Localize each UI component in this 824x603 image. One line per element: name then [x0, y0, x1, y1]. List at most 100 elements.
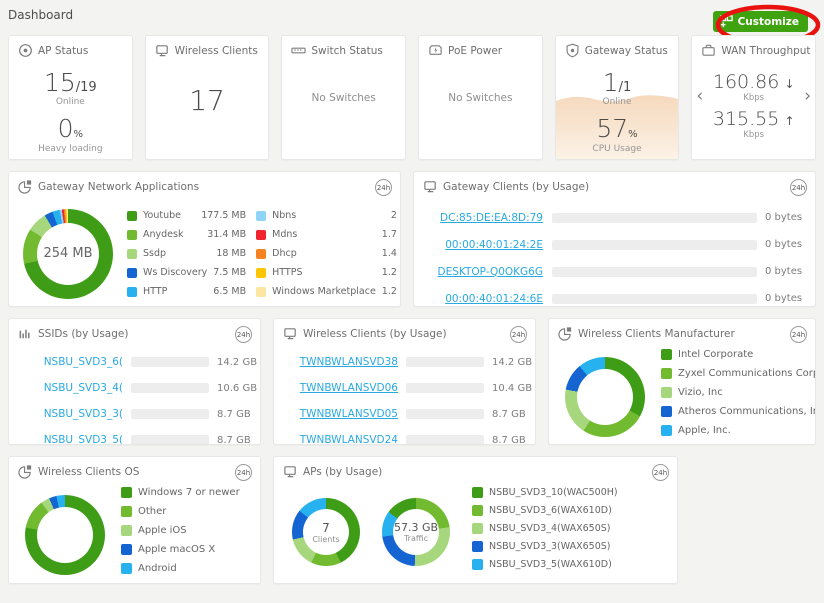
usage-value: 8.7 GB — [217, 408, 251, 420]
legend-item: Dhcp 1.4 MB — [256, 244, 400, 263]
ssid-link[interactable]: NSBU_SVD3_3( — [43, 408, 123, 420]
usage-value: 14.2 GB — [492, 356, 533, 368]
wireless-clients-manufacturer-card: Wireless Clients Manufacturer 24h Intel … — [548, 318, 816, 445]
ap-status-icon — [19, 44, 32, 57]
top-bar: Dashboard Customize — [8, 4, 821, 46]
poe-power-icon — [429, 45, 442, 55]
wireless-client-row: TWNBWLANSVD05 8.7 GB — [274, 401, 535, 427]
upload-arrow-icon: ↑ — [784, 113, 795, 128]
cpu-usage-wave — [555, 95, 679, 159]
aps-clients-label: Clients — [312, 534, 340, 544]
gateway-apps-legend: Youtube 177.5 MB Anydesk 31.4 MB Ssdp — [127, 206, 400, 301]
wireless-client-link[interactable]: TWNBWLANSVD05 — [299, 408, 398, 420]
wireless-client-link[interactable]: TWNBWLANSVD06 — [299, 382, 398, 394]
aps-traffic-donut-chart: 57.3 GB Traffic — [382, 498, 450, 566]
ssid-usage-row: NSBU_SVD3_3( 8.7 GB — [9, 401, 260, 427]
customize-button[interactable]: Customize — [712, 11, 808, 32]
client-link[interactable]: DESKTOP-Q0OKG6G — [437, 265, 543, 278]
wireless-clients-icon — [155, 45, 168, 57]
wireless-client-link[interactable]: TWNBWLANSVD24 — [299, 434, 398, 445]
legend-color-swatch — [121, 563, 132, 574]
row-2: Gateway Network Applications 24h 254 MB … — [8, 171, 816, 307]
aps-clients-count: 7 — [322, 520, 330, 535]
legend-item: Anydesk 31.4 MB — [127, 225, 246, 244]
ssid-link[interactable]: NSBU_SVD3_6( — [43, 356, 123, 368]
usage-value: 10.6 GB — [217, 382, 258, 394]
legend-item: NSBU_SVD3_4(WAX650S) — [472, 523, 618, 534]
usage-value: 10.4 GB — [492, 382, 533, 394]
usage-value: 8.7 GB — [492, 408, 526, 420]
wan-prev-chevron[interactable]: ‹ — [696, 85, 704, 106]
legend-color-swatch — [661, 425, 672, 436]
legend-app-value: 7.5 MB — [213, 267, 247, 278]
ssid-link[interactable]: NSBU_SVD3_4( — [43, 382, 123, 394]
legend-color-swatch — [127, 286, 137, 297]
legend-item: NSBU_SVD3_3(WAX650S) — [472, 541, 618, 552]
aps-traffic-label: Traffic — [403, 534, 429, 543]
gateway-apps-title: Gateway Network Applications — [38, 180, 200, 193]
customize-button-label: Customize — [737, 15, 799, 28]
os-donut-chart — [25, 494, 105, 575]
usage-bar-track — [552, 266, 757, 277]
legend-color-swatch — [472, 559, 483, 570]
usage-value: 0 bytes — [765, 293, 803, 304]
legend-os-name: Android — [138, 563, 177, 574]
wan-download-value: 160.86 — [712, 71, 780, 93]
usage-bar-track — [552, 293, 757, 304]
ap-online-count: 15 — [43, 68, 76, 97]
legend-os-name: Apple iOS — [138, 525, 187, 536]
customize-widgets-icon — [719, 15, 733, 28]
page-title: Dashboard — [8, 8, 74, 22]
aps-clients-donut-chart: 7 Clients — [292, 498, 360, 566]
pie-chart-icon — [18, 465, 32, 479]
legend-item: HTTP 6.5 MB — [127, 282, 246, 301]
client-link[interactable]: 00:00:40:01:24:6E — [445, 292, 543, 305]
wan-throughput-title: WAN Throughput — [721, 44, 811, 57]
client-link[interactable]: DC:85:DE:EA:8D:79 — [440, 211, 543, 224]
wireless-client-row: TWNBWLANSVD06 10.4 GB — [274, 375, 535, 401]
legend-app-name: HTTPS — [272, 267, 303, 278]
legend-manufacturer-name: Zyxel Communications Corporation — [678, 368, 815, 379]
poe-power-title: PoE Power — [448, 44, 503, 57]
legend-color-swatch — [661, 387, 672, 398]
wan-upload-unit: Kbps — [743, 129, 765, 140]
legend-item: Zyxel Communications Corporation — [661, 368, 815, 379]
wireless-clients-title: Wireless Clients — [174, 44, 258, 57]
legend-app-value: 1.2 MB — [381, 267, 400, 278]
legend-color-swatch — [121, 487, 132, 498]
usage-value: 8.7 GB — [217, 434, 251, 445]
ssid-link[interactable]: NSBU_SVD3_5( — [43, 434, 123, 445]
legend-manufacturer-name: Vizio, Inc — [678, 387, 723, 398]
wireless-client-link[interactable]: TWNBWLANSVD38 — [299, 356, 398, 368]
legend-item: NSBU_SVD3_10(WAC500H) — [472, 487, 618, 498]
usage-value: 8.7 GB — [492, 434, 526, 445]
wireless-client-row: TWNBWLANSVD24 8.7 GB — [274, 427, 535, 445]
aps-usage-card: APs (by Usage) 24h 7 Clients 57.3 GB Tra… — [273, 456, 678, 584]
legend-item: Youtube 177.5 MB — [127, 206, 246, 225]
legend-item: NSBU_SVD3_6(WAX610D) — [472, 505, 618, 516]
wan-upload-value: 315.55 — [712, 107, 780, 130]
client-link[interactable]: 00:00:40:01:24:2E — [445, 238, 543, 251]
legend-item: Other — [121, 506, 252, 517]
gateway-online-count: 1 — [602, 68, 619, 97]
legend-color-swatch — [472, 523, 483, 534]
legend-ap-name: NSBU_SVD3_4(WAX650S) — [489, 523, 611, 534]
pie-chart-icon — [18, 180, 32, 194]
legend-app-name: Ws Discovery — [143, 267, 208, 278]
legend-app-value: 18 MB — [216, 248, 247, 259]
gateway-clients-bar-list: DC:85:DE:EA:8D:79 0 bytes 00:00:40:01:24… — [414, 172, 815, 306]
legend-color-swatch — [661, 368, 672, 379]
ssid-usage-row: NSBU_SVD3_5( 8.7 GB — [9, 427, 260, 445]
usage-bar-track — [131, 383, 209, 393]
wan-next-chevron[interactable]: › — [804, 85, 812, 106]
legend-app-name: Dhcp — [272, 248, 297, 259]
row-3: SSIDs (by Usage) 24h NSBU_SVD3_6( 14.2 G… — [8, 318, 816, 445]
legend-app-value: 1.4 MB — [381, 248, 400, 259]
clients-monitor-icon — [424, 181, 436, 193]
legend-item: HTTPS 1.2 MB — [256, 263, 400, 282]
wan-throughput-card: WAN Throughput ‹ › 160.86 ↓ Kbps 315.55 … — [691, 35, 817, 160]
gateway-cpu-unit: % — [628, 129, 638, 141]
legend-app-name: Anydesk — [143, 229, 184, 240]
client-usage-row: 00:00:40:01:24:2E 0 bytes — [414, 231, 815, 258]
